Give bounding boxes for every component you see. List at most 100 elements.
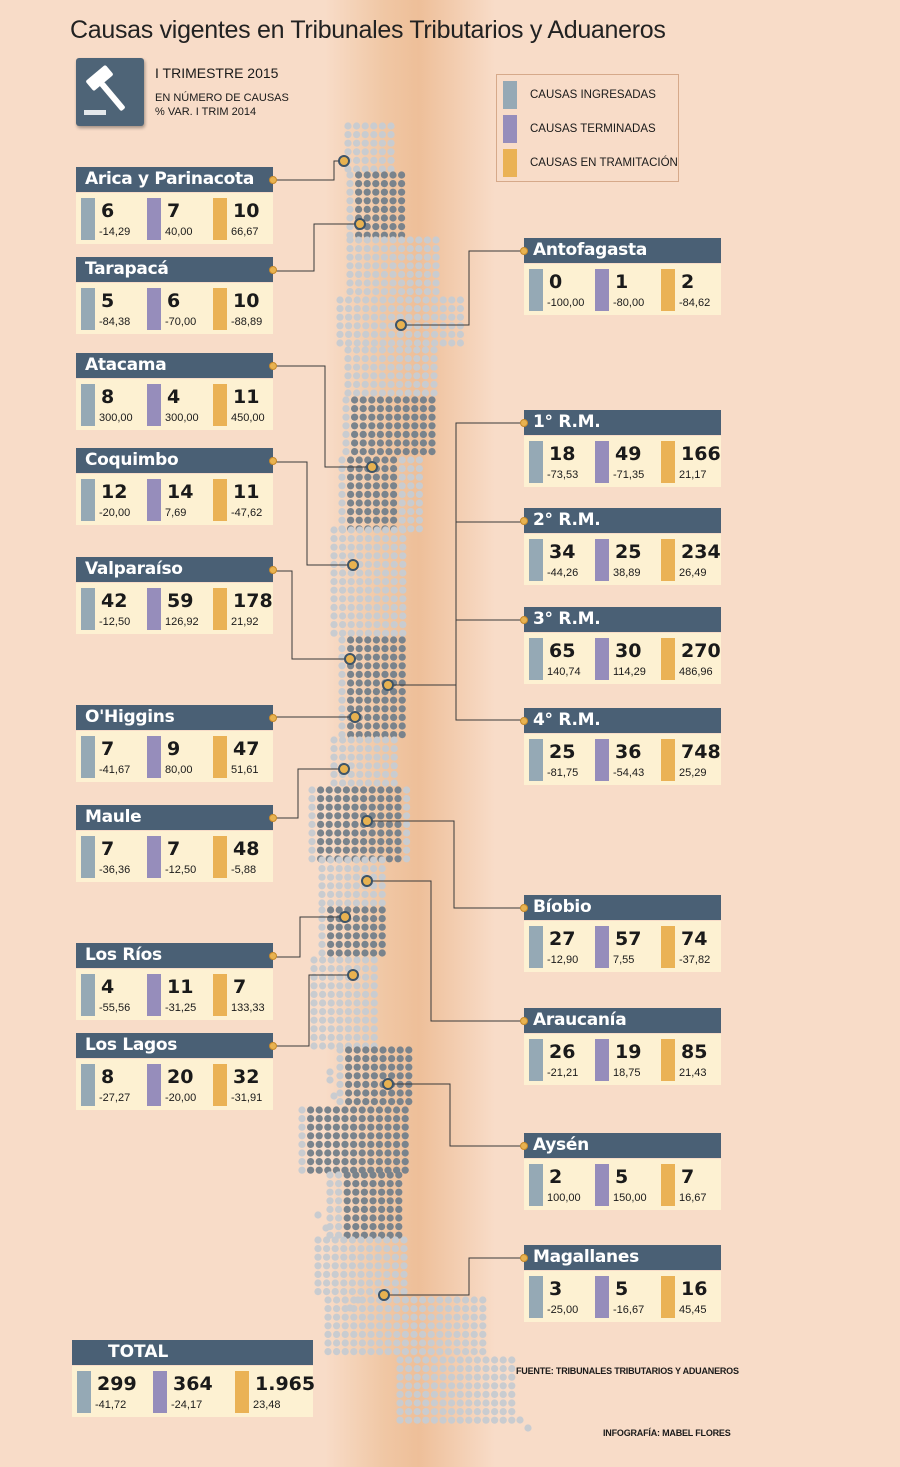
region-name: Atacama [76,353,277,378]
swatch-tramitacion [661,926,675,968]
value: 49 [615,443,642,465]
variation: -5,88 [231,864,257,876]
region-name: Tarapacá [76,257,277,282]
value-ingresadas: 42 -12,50 [78,588,144,630]
swatch-ingresadas [529,1164,543,1206]
connector-dot [520,1254,528,1262]
variation: 45,45 [679,1304,707,1316]
value: 74 [681,928,708,950]
value-terminadas: 7 40,00 [144,198,210,240]
region-name: Magallanes [520,1245,721,1270]
variation: -37,82 [679,954,711,966]
connector-dot [520,247,528,255]
swatch-terminadas [595,1164,609,1206]
value-terminadas: 14 7,69 [144,479,210,521]
value: 364 [173,1373,213,1395]
variation: -20,00 [99,507,131,519]
variation: 150,00 [613,1192,647,1204]
value: 166 [681,443,721,465]
value: 7 [167,838,181,860]
value-tramitacion: 178 21,92 [210,588,276,630]
swatch-ingresadas [81,198,95,240]
swatch-ingresadas [81,588,95,630]
region-card-biobio: Bíobio 27 -12,90 57 7,55 74 -37,82 [520,895,721,972]
swatch-tramitacion [213,288,227,330]
value-tramitacion: 11 450,00 [210,384,276,426]
variation: -54,43 [613,767,645,779]
region-card-araucania: Araucanía 26 -21,21 19 18,75 85 21,43 [520,1008,721,1085]
value-tramitacion: 85 21,43 [658,1039,724,1081]
value-ingresadas: 7 -36,36 [78,836,144,878]
region-values: 18 -73,53 49 -71,35 166 21,17 [524,436,721,487]
value: 5 [101,290,115,312]
variation: 7,55 [613,954,635,966]
value-terminadas: 19 18,75 [592,1039,658,1081]
swatch-tramitacion [661,441,675,483]
total-body: 299 -41,72 364 -24,17 1.965 23,48 [72,1366,316,1417]
region-name-text: Valparaíso [85,559,183,579]
region-values: 26 -21,21 19 18,75 85 21,43 [524,1034,721,1085]
value-ingresadas: 6 -14,29 [78,198,144,240]
value-ingresadas: 34 -44,26 [526,539,592,581]
value-tramitacion: 270 486,96 [658,638,724,680]
region-values: 8 300,00 4 300,00 11 450,00 [76,379,273,430]
region-values: 25 -81,75 36 -54,43 748 25,29 [524,734,721,785]
total-ingresadas: 299 -41,72 [74,1371,154,1413]
region-name: Maule [76,805,277,830]
variation: -100,00 [547,297,585,309]
region-card-valparaiso: Valparaíso 42 -12,50 59 126,92 178 21,92 [76,557,277,634]
value-terminadas: 6 -70,00 [144,288,210,330]
value: 14 [167,481,194,503]
region-name: 2° R.M. [520,508,721,533]
legend-swatch [503,81,517,109]
swatch-tramitacion [213,588,227,630]
connector-dot [269,362,277,370]
value: 26 [549,1041,576,1063]
value-terminadas: 36 -54,43 [592,739,658,781]
region-name: Arica y Parinacota [76,167,277,192]
subtitle-block: I TRIMESTRE 2015 EN NÚMERO DE CAUSAS % V… [155,65,289,119]
variation: 51,61 [231,764,259,776]
region-card-2-r-m: 2° R.M. 34 -44,26 25 38,89 234 26,49 [520,508,721,585]
connector-dot [520,1142,528,1150]
swatch-tramitacion [661,1276,675,1318]
value: 20 [167,1066,194,1088]
value: 57 [615,928,642,950]
variation: -12,90 [547,954,579,966]
variation: 21,92 [231,616,259,628]
connector-dot [269,266,277,274]
variation: -84,38 [99,316,131,328]
total-tramitacion: 1.965 23,48 [232,1371,316,1413]
region-name-text: 4° R.M. [533,710,601,730]
value-terminadas: 25 38,89 [592,539,658,581]
swatch-terminadas [595,269,609,311]
region-name-text: Magallanes [533,1247,639,1267]
region-name-text: Araucanía [533,1010,627,1030]
value: 1.965 [255,1373,316,1395]
value-ingresadas: 26 -21,21 [526,1039,592,1081]
variation: -71,35 [613,469,645,481]
connector-dot [520,717,528,725]
region-card-los-lagos: Los Lagos 8 -27,27 20 -20,00 32 -31,91 [76,1033,277,1110]
region-card-3-r-m: 3° R.M. 65 140,74 30 114,29 270 486,96 [520,607,724,684]
connector-dot [520,517,528,525]
value-terminadas: 5 150,00 [592,1164,658,1206]
swatch-terminadas [147,479,161,521]
region-values: 0 -100,00 1 -80,00 2 -84,62 [524,264,721,315]
variation: 126,92 [165,616,199,628]
value-terminadas: 59 126,92 [144,588,210,630]
variation: -41,67 [99,764,131,776]
value-ingresadas: 25 -81,75 [526,739,592,781]
variation: 133,33 [231,1002,265,1014]
region-card-4-r-m: 4° R.M. 25 -81,75 36 -54,43 748 25,29 [520,708,721,785]
value-ingresadas: 7 -41,67 [78,736,144,778]
region-name: 4° R.M. [520,708,721,733]
swatch-tramitacion [213,384,227,426]
region-values: 6 -14,29 7 40,00 10 66,67 [76,193,273,244]
value: 30 [615,640,642,662]
variation: -21,21 [547,1067,579,1079]
region-card-los-rios: Los Ríos 4 -55,56 11 -31,25 7 133,33 [76,943,277,1020]
variation: 114,29 [613,666,646,678]
value-ingresadas: 27 -12,90 [526,926,592,968]
variation: 18,75 [613,1067,641,1079]
